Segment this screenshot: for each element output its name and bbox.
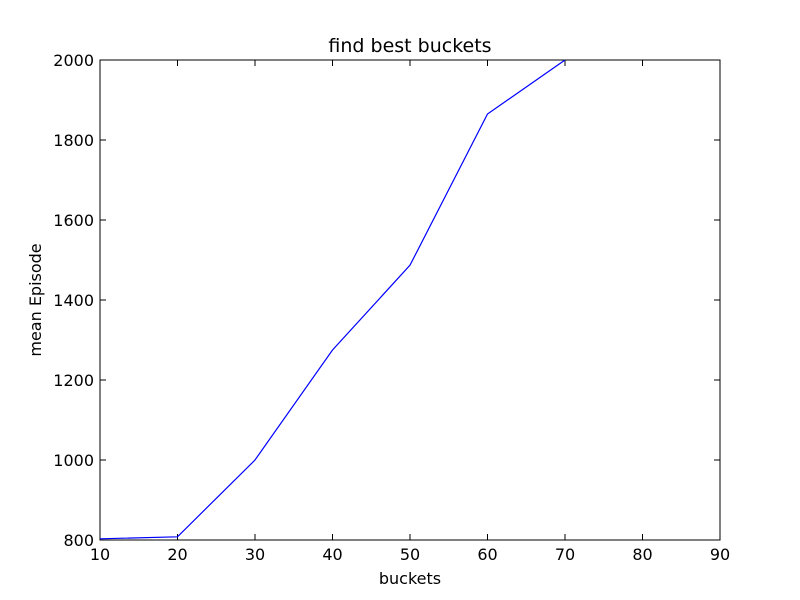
- axis-ticks: [99, 59, 721, 541]
- y-tick-label: 1400: [53, 291, 94, 310]
- y-axis-tick-labels: 800 1000 1200 1400 1600 1800 2000: [53, 51, 94, 550]
- y-tick-label: 800: [63, 531, 94, 550]
- chart-title: find best buckets: [328, 35, 491, 57]
- y-tick-label: 1000: [53, 451, 94, 470]
- x-tick-label: 40: [322, 545, 342, 564]
- series-layer: [99, 59, 566, 540]
- x-axis-label: buckets: [379, 569, 441, 588]
- x-tick-label: 60: [477, 545, 497, 564]
- series-line: [99, 59, 566, 540]
- y-axis-label: mean Episode: [26, 243, 45, 356]
- x-tick-label: 80: [632, 545, 652, 564]
- y-tick-label: 2000: [53, 51, 94, 70]
- x-tick-label: 50: [400, 545, 420, 564]
- x-tick-label: 10: [90, 545, 110, 564]
- y-tick-label: 1200: [53, 371, 94, 390]
- y-tick-label: 1600: [53, 211, 94, 230]
- x-tick-label: 20: [167, 545, 187, 564]
- y-tick-label: 1800: [53, 131, 94, 150]
- x-tick-label: 90: [710, 545, 730, 564]
- x-axis-tick-labels: 10 20 30 40 50 60 70 80 90: [90, 545, 730, 564]
- x-tick-label: 70: [555, 545, 575, 564]
- x-tick-label: 30: [245, 545, 265, 564]
- plot-area-frame: [99, 59, 721, 541]
